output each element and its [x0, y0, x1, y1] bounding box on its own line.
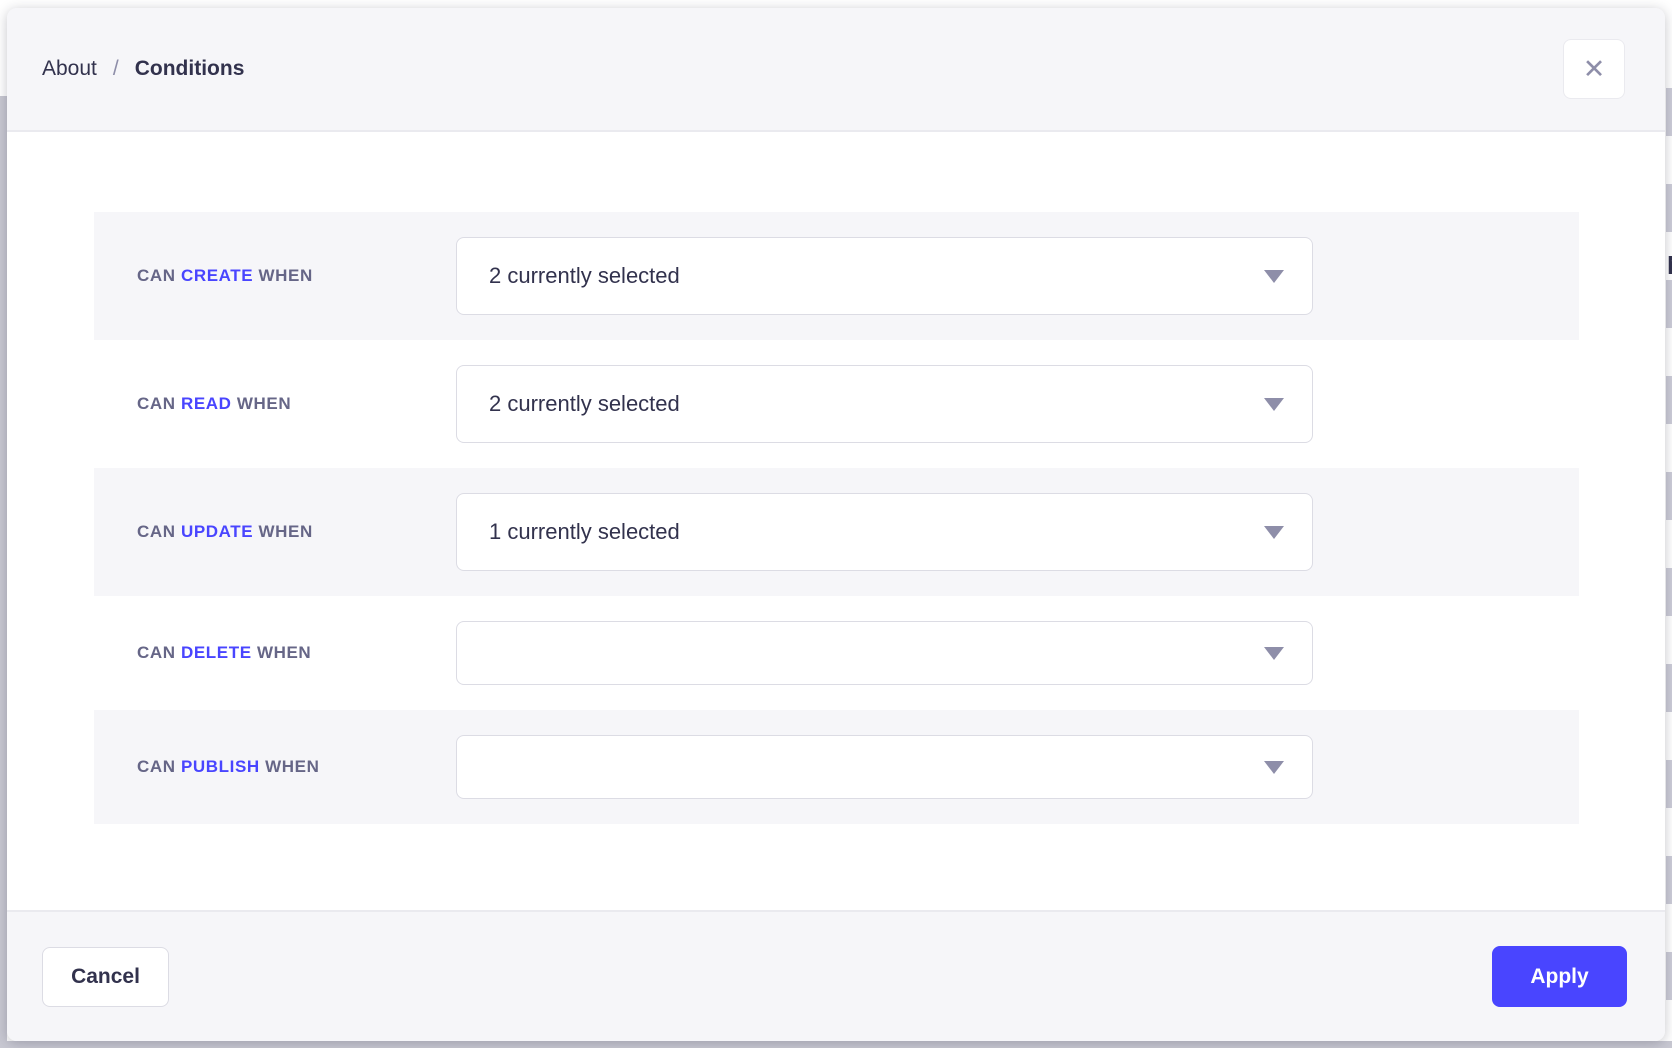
label-prefix: CAN — [137, 643, 176, 662]
label-action: READ — [180, 394, 232, 413]
chevron-down-icon — [1264, 761, 1284, 774]
breadcrumb-parent[interactable]: About — [42, 57, 97, 80]
condition-row-delete: CAN DELETE WHEN — [94, 596, 1579, 710]
condition-label-publish: CAN PUBLISH WHEN — [137, 757, 456, 777]
condition-select-update[interactable]: 1 currently selected — [456, 493, 1313, 571]
condition-label-delete: CAN DELETE WHEN — [137, 643, 456, 663]
label-prefix: CAN — [137, 522, 176, 541]
label-suffix: WHEN — [258, 266, 313, 285]
cancel-button[interactable]: Cancel — [42, 946, 169, 1007]
select-value: 1 currently selected — [489, 519, 680, 544]
select-value: 2 currently selected — [489, 263, 680, 288]
breadcrumb: About / Conditions — [42, 57, 244, 81]
chevron-down-icon — [1264, 398, 1284, 411]
label-suffix: WHEN — [236, 394, 292, 413]
condition-label-create: CAN CREATE WHEN — [137, 266, 456, 286]
page-backdrop-bottom — [0, 1041, 1672, 1048]
page-backdrop-right — [1666, 88, 1672, 1041]
chevron-down-icon — [1264, 647, 1284, 660]
modal-header: About / Conditions ✕ — [7, 8, 1665, 132]
condition-select-create[interactable]: 2 currently selected — [456, 237, 1313, 315]
breadcrumb-current: Conditions — [134, 57, 245, 80]
apply-button[interactable]: Apply — [1492, 946, 1627, 1007]
condition-select-read[interactable]: 2 currently selected — [456, 365, 1313, 443]
page-backdrop-left — [0, 96, 7, 1048]
condition-label-update: CAN UPDATE WHEN — [137, 522, 456, 542]
conditions-modal: About / Conditions ✕ CAN CREATE WHEN 2 c… — [7, 8, 1665, 1041]
label-action: CREATE — [180, 266, 254, 285]
label-prefix: CAN — [137, 757, 176, 776]
label-action: PUBLISH — [180, 757, 260, 776]
condition-label-read: CAN READ WHEN — [137, 394, 456, 414]
condition-row-read: CAN READ WHEN 2 currently selected — [94, 340, 1579, 468]
label-suffix: WHEN — [258, 522, 313, 541]
breadcrumb-separator: / — [112, 57, 119, 80]
label-suffix: WHEN — [256, 643, 312, 662]
label-action: DELETE — [180, 643, 252, 662]
chevron-down-icon — [1264, 526, 1284, 539]
condition-row-update: CAN UPDATE WHEN 1 currently selected — [94, 468, 1579, 596]
condition-row-publish: CAN PUBLISH WHEN — [94, 710, 1579, 824]
condition-row-create: CAN CREATE WHEN 2 currently selected — [94, 212, 1579, 340]
label-suffix: WHEN — [265, 757, 320, 776]
close-icon: ✕ — [1582, 53, 1606, 84]
condition-select-publish[interactable] — [456, 735, 1313, 799]
condition-select-delete[interactable] — [456, 621, 1313, 685]
chevron-down-icon — [1264, 270, 1284, 283]
background-text-sliver: N — [1667, 250, 1672, 280]
label-prefix: CAN — [137, 394, 176, 413]
close-button[interactable]: ✕ — [1563, 39, 1625, 99]
label-prefix: CAN — [137, 266, 176, 285]
conditions-list: CAN CREATE WHEN 2 currently selected CAN… — [7, 132, 1665, 824]
select-value: 2 currently selected — [489, 391, 680, 416]
label-action: UPDATE — [180, 522, 254, 541]
modal-footer: Cancel Apply — [7, 910, 1665, 1041]
